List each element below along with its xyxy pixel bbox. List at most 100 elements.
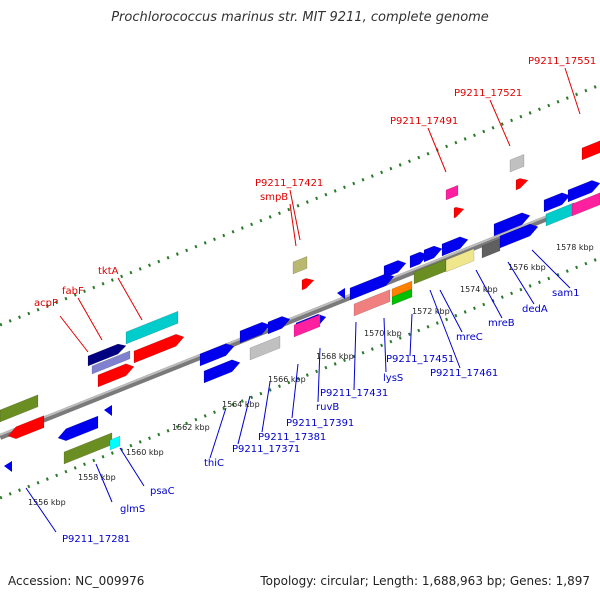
- gene-feature-block: [203, 359, 241, 384]
- gene-feature-block: [239, 321, 271, 344]
- leader-line-bottom: [209, 407, 227, 459]
- leader-line-top: [77, 297, 103, 341]
- gene-feature-block: [423, 245, 443, 263]
- gene-feature-block: [581, 140, 600, 161]
- gene-feature-block: [481, 238, 501, 259]
- kbp-tick-label: 1570 kbp: [364, 329, 402, 338]
- gene-feature-block: [499, 223, 539, 249]
- gene-label-top: fabF: [62, 286, 84, 297]
- gene-feature-block: [293, 314, 321, 338]
- gene-feature-block: [199, 343, 235, 367]
- gene-label-bottom: P9211_17281: [62, 534, 130, 545]
- gene-label-top: P9211_17521: [454, 88, 522, 99]
- gene-label-bottom: P9211_17431: [320, 388, 388, 399]
- gene-feature-block: [97, 363, 135, 388]
- gene-label-bottom: P9211_17381: [258, 432, 326, 443]
- leader-line-bottom: [261, 381, 271, 433]
- leader-line-top: [289, 203, 297, 247]
- gene-feature-block: [441, 236, 469, 257]
- gene-feature-block: [567, 180, 600, 203]
- gene-feature-block: [515, 178, 529, 191]
- accession-label: Accession: NC_009976: [8, 574, 145, 588]
- gene-label-bottom: mreB: [488, 318, 515, 329]
- gene-feature-block: [0, 394, 39, 423]
- gene-feature-block: [543, 192, 571, 213]
- leader-line-top: [289, 189, 301, 241]
- kbp-tick-label: 1556 kbp: [28, 498, 66, 507]
- leader-line-top: [427, 127, 447, 173]
- gene-label-bottom: P9211_17391: [286, 418, 354, 429]
- leader-line-bottom: [95, 463, 113, 503]
- leader-line-bottom: [25, 487, 57, 533]
- leader-line-bottom: [409, 313, 413, 357]
- gene-label-top: P9211_17421: [255, 178, 323, 189]
- leader-line-bottom: [291, 363, 299, 419]
- kbp-tick-label: 1562 kbp: [172, 423, 210, 432]
- kbp-tick-label: 1576 kbp: [508, 263, 546, 272]
- gene-label-top: P9211_17491: [390, 116, 458, 127]
- leader-line-bottom: [507, 261, 535, 305]
- gene-feature-block: [445, 184, 459, 201]
- gene-feature-block: [133, 333, 185, 364]
- gene-labels: acpP fabF tktA P9211_17421 smpB P9211_17491 P9…: [25, 56, 596, 545]
- gene-label-bottom: lysS: [383, 373, 403, 384]
- gene-label-bottom: glmS: [120, 504, 145, 515]
- gene-feature-block: [301, 278, 315, 291]
- gene-feature-block: [91, 350, 131, 375]
- genome-backbone: [0, 194, 600, 440]
- kbp-tick-label: 1560 kbp: [126, 448, 164, 457]
- gene-feature-block: [453, 206, 465, 219]
- leader-line-top: [489, 99, 511, 147]
- gene-feature-block: [57, 415, 99, 442]
- leader-line-bottom: [119, 447, 145, 487]
- kbp-tick-label: 1572 kbp: [412, 307, 450, 316]
- gene-label-bottom: dedA: [522, 304, 548, 315]
- gene-feature-block: [7, 415, 45, 440]
- leader-line-bottom: [237, 395, 251, 445]
- strand-marker: [4, 461, 12, 472]
- kbp-tick-label: 1578 kbp: [556, 243, 594, 252]
- gene-feature-block: [267, 316, 291, 335]
- kbp-tick-label: 1568 kbp: [316, 352, 354, 361]
- leader-line-bottom: [353, 321, 357, 391]
- gene-label-top: acpP: [34, 298, 58, 309]
- kbp-tick-label: 1558 kbp: [78, 473, 116, 482]
- gene-label-bottom: mreC: [456, 332, 483, 343]
- leader-line-top: [564, 67, 581, 115]
- gene-label-bottom: P9211_17371: [232, 444, 300, 455]
- gene-feature-block: [125, 310, 179, 345]
- leader-line-bottom: [475, 269, 503, 319]
- kbp-tick-label: 1564 kbp: [222, 400, 260, 409]
- gene-feature-block: [509, 154, 525, 173]
- gene-feature-block: [349, 273, 395, 301]
- gene-feature-block: [292, 256, 308, 275]
- leader-line-top: [59, 315, 89, 353]
- gene-feature-block: [87, 343, 127, 367]
- map-title: Prochlorococcus marinus str. MIT 9211, c…: [111, 10, 489, 25]
- gene-label-bottom: sam1: [552, 288, 579, 299]
- gene-label-bottom: P9211_17461: [430, 368, 498, 379]
- dotted-guide-line: [0, 83, 600, 327]
- backbone-highlight: [0, 194, 600, 436]
- leader-line-bottom: [531, 249, 571, 289]
- leader-line-bottom: [317, 347, 321, 403]
- gene-label-bottom: thiC: [204, 458, 224, 469]
- gene-feature-block: [493, 212, 531, 237]
- gene-feature-block: [383, 260, 407, 279]
- leader-line-bottom: [429, 289, 461, 369]
- gene-feature-block: [109, 435, 121, 451]
- gene-feature-block: [249, 335, 281, 361]
- gene-feature-block: [445, 248, 475, 273]
- leader-line-bottom: [439, 289, 463, 333]
- kbp-ticks: 1556 kbp 1558 kbp 1560 kbp 1562 kbp 1564 kbp…: [28, 243, 594, 507]
- strand-marker: [104, 405, 112, 416]
- leader-line-top: [117, 277, 143, 321]
- gene-label-top: P9211_17551: [528, 56, 596, 67]
- kbp-tick-label: 1574 kbp: [460, 285, 498, 294]
- gene-features: [0, 140, 600, 472]
- gene-feature-block: [571, 192, 600, 217]
- strand-marker: [337, 288, 345, 299]
- gene-feature-block: [353, 289, 391, 317]
- kbp-tick-label: 1566 kbp: [268, 375, 306, 384]
